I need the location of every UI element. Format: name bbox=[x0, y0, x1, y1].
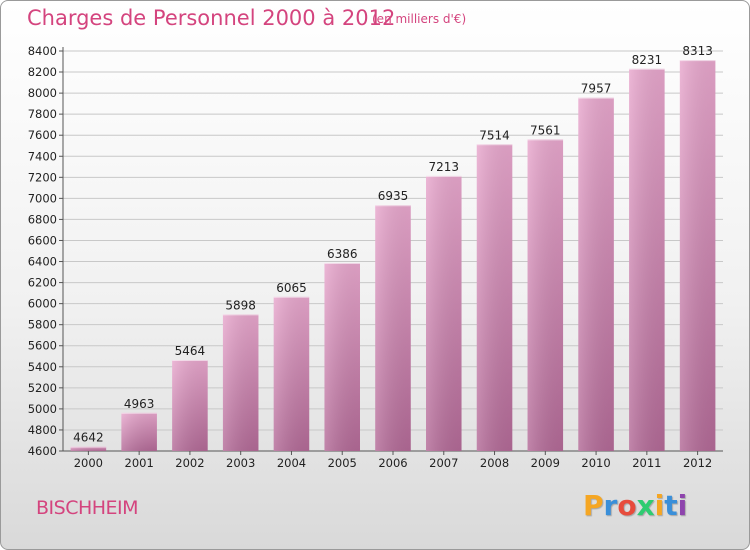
bar-shading bbox=[222, 314, 259, 451]
logo-letter: o bbox=[617, 489, 637, 522]
value-labels: 4642 4963 5464 5898 6065 6386 6935 7213 7514 7561… bbox=[73, 44, 713, 444]
bar-shading bbox=[273, 296, 310, 451]
x-tick-label: 2003 bbox=[226, 456, 255, 470]
x-tick-label: 2010 bbox=[581, 456, 610, 470]
x-tick-label: 2007 bbox=[429, 456, 458, 470]
city-name: BISCHHEIM bbox=[36, 497, 139, 519]
x-tick-label: 2012 bbox=[683, 456, 712, 470]
y-tick-label: 8200 bbox=[28, 65, 57, 79]
value-label: 8313 bbox=[682, 44, 713, 58]
y-tick-label: 7200 bbox=[28, 170, 57, 184]
y-tick-label: 5000 bbox=[28, 402, 57, 416]
y-tick-label: 8400 bbox=[28, 44, 57, 58]
logo-letter: r bbox=[603, 489, 618, 522]
y-tick-label: 7800 bbox=[28, 107, 57, 121]
y-tick-label: 4600 bbox=[28, 444, 57, 458]
chart-unit: (en milliers d'€) bbox=[372, 12, 467, 26]
bar-shading bbox=[679, 60, 716, 451]
y-tick-label: 8000 bbox=[28, 86, 57, 100]
value-label: 7213 bbox=[428, 160, 459, 174]
value-label: 5898 bbox=[225, 298, 256, 312]
y-tick-label: 6200 bbox=[28, 276, 57, 290]
x-tick-label: 2005 bbox=[328, 456, 357, 470]
x-tick-label: 2000 bbox=[74, 456, 103, 470]
value-label: 4963 bbox=[124, 397, 155, 411]
y-tick-label: 5200 bbox=[28, 381, 57, 395]
bar-shading bbox=[70, 446, 107, 451]
proxiti-logo[interactable]: Proxiti bbox=[583, 489, 687, 522]
y-tick-label: 6800 bbox=[28, 212, 57, 226]
y-tick-label: 4800 bbox=[28, 423, 57, 437]
value-label: 7514 bbox=[479, 128, 510, 142]
x-tick-label: 2001 bbox=[125, 456, 154, 470]
chart-title: Charges de Personnel 2000 à 2012 bbox=[27, 6, 396, 30]
logo-letter: t bbox=[664, 489, 678, 522]
x-tick-label: 2008 bbox=[480, 456, 509, 470]
y-tick-label: 5600 bbox=[28, 339, 57, 353]
value-label: 6935 bbox=[378, 189, 409, 203]
y-tick-label: 5400 bbox=[28, 360, 57, 374]
y-tick-label: 6400 bbox=[28, 255, 57, 269]
value-label: 7957 bbox=[581, 82, 612, 96]
x-tick-label: 2004 bbox=[277, 456, 306, 470]
logo-letter: i bbox=[654, 489, 665, 522]
value-label: 5464 bbox=[175, 344, 206, 358]
logo-letter: i bbox=[677, 489, 688, 522]
bar-shading bbox=[121, 412, 157, 451]
x-tick-label: 2002 bbox=[175, 456, 204, 470]
y-tick-label: 7400 bbox=[28, 149, 57, 163]
y-tick-label: 6600 bbox=[28, 233, 57, 247]
logo-letter: x bbox=[636, 489, 655, 522]
y-tick-label: 7600 bbox=[28, 128, 57, 142]
bar-shading bbox=[375, 205, 411, 451]
value-label: 8231 bbox=[632, 53, 663, 67]
logo-letter: P bbox=[583, 489, 604, 522]
x-tick-label: 2009 bbox=[531, 456, 560, 470]
bar-shading bbox=[324, 263, 360, 451]
y-tick-label: 5800 bbox=[28, 318, 57, 332]
bar-shading bbox=[476, 144, 513, 451]
y-tick-label: 6000 bbox=[28, 297, 57, 311]
value-label: 6065 bbox=[276, 281, 307, 295]
y-tick-label: 7000 bbox=[28, 191, 57, 205]
bar-shading bbox=[629, 68, 665, 451]
bars bbox=[70, 60, 716, 451]
value-label: 6386 bbox=[327, 247, 358, 261]
bar-shading bbox=[172, 360, 208, 451]
value-label: 4642 bbox=[73, 431, 104, 445]
bar-shading bbox=[426, 175, 462, 451]
bar-shading bbox=[578, 97, 614, 451]
bar-shading bbox=[527, 139, 564, 451]
y-tick-labels: 4600 4800 5000 5200 5400 5600 5800 6000 6200 6400… bbox=[28, 44, 57, 458]
x-tick-label: 2006 bbox=[378, 456, 407, 470]
value-label: 7561 bbox=[530, 123, 561, 137]
x-tick-label: 2011 bbox=[632, 456, 661, 470]
x-tick-labels: 2000 2001 2002 2003 2004 2005 2006 2007 2008 2009… bbox=[74, 456, 713, 470]
